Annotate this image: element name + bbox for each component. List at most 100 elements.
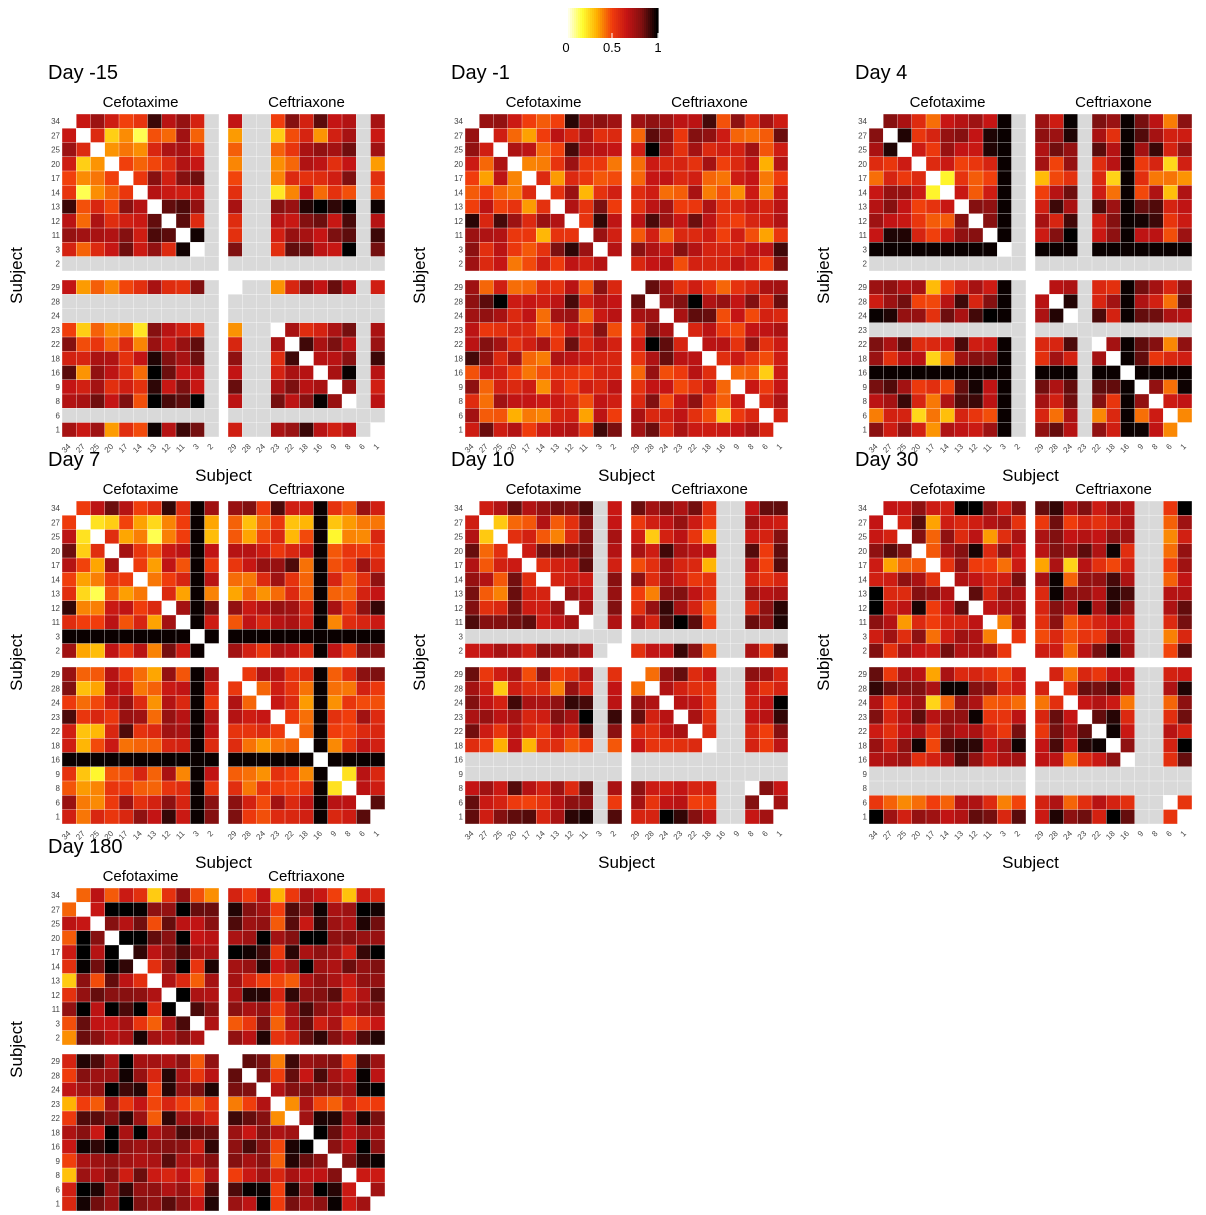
heatmap-cell (1163, 142, 1178, 158)
heatmap-cell (868, 643, 884, 659)
heatmap-cell (564, 156, 580, 172)
heatmap-cell (911, 723, 927, 739)
heatmap-cell (299, 887, 314, 903)
heatmap-cell (645, 308, 660, 324)
heatmap-cell (256, 1053, 272, 1069)
heatmap-cell (256, 142, 272, 158)
heatmap-cell (299, 199, 314, 215)
heatmap-cell (968, 294, 984, 309)
heatmap-cell (493, 780, 509, 796)
heatmap-cell (370, 1153, 386, 1169)
heatmap-cell (773, 322, 789, 338)
heatmap-cell (104, 1082, 120, 1098)
heatmap-cell (940, 614, 955, 630)
heatmap-cell (730, 227, 746, 243)
heatmap-cell (133, 809, 148, 825)
heatmap-cell (659, 393, 675, 409)
heatmap-cell (204, 973, 220, 989)
heatmap-cell (147, 959, 163, 974)
heatmap-cell (76, 128, 91, 143)
heatmap-cell (299, 1001, 314, 1017)
heatmap-cell (954, 156, 970, 172)
heatmap-cell (341, 322, 357, 338)
heatmap-cell (521, 227, 537, 243)
heatmap-cell (1177, 128, 1193, 143)
heatmap-cell (256, 227, 272, 243)
heatmap-cell (118, 666, 134, 682)
heatmap-cell (1011, 600, 1027, 616)
heatmap-cell (925, 365, 941, 381)
y-tick-label: 25 (51, 920, 60, 929)
heatmap-cell (104, 1153, 120, 1169)
heatmap-cell (773, 279, 789, 295)
heatmap-cell (982, 213, 998, 229)
heatmap-cell (564, 242, 580, 257)
heatmap-cell (242, 113, 257, 129)
heatmap-cell (118, 543, 134, 559)
facet-strip-label: Ceftriaxone (1075, 94, 1152, 111)
heatmap-cell (550, 199, 566, 215)
heatmap-cell (175, 1196, 191, 1212)
heatmap-cell (327, 572, 343, 587)
heatmap-cell (242, 695, 257, 711)
heatmap-cell (507, 543, 523, 559)
heatmap-cell (242, 408, 257, 423)
heatmap-cell (227, 408, 243, 423)
heatmap-cell (370, 1053, 386, 1069)
heatmap-cell (284, 643, 300, 659)
heatmap-cell (997, 365, 1012, 381)
heatmap-cell (759, 500, 774, 516)
heatmap-cell (256, 916, 272, 932)
heatmap-cell (1106, 113, 1121, 129)
heatmap-cell (204, 1016, 220, 1031)
heatmap-cell (716, 723, 732, 739)
heatmap-cell (897, 681, 913, 696)
heatmap-cell (1134, 170, 1150, 186)
x-tick-label: 23 (269, 442, 282, 455)
heatmap-cell (147, 695, 163, 711)
heatmap-cell (227, 170, 243, 186)
heatmap-cell (227, 916, 243, 932)
heatmap-cell (673, 600, 689, 616)
heatmap-cell (341, 709, 357, 725)
heatmap-cell (702, 557, 717, 573)
heatmap-cell (270, 643, 286, 659)
heatmap-cell (227, 1053, 243, 1069)
heatmap-cell (607, 336, 623, 352)
heatmap-cell (868, 294, 884, 309)
heatmap-cell (911, 170, 927, 186)
heatmap-cell (1063, 780, 1079, 796)
heatmap-cell (730, 422, 746, 438)
heatmap-cell (744, 780, 760, 796)
y-tick-label: 13 (454, 590, 463, 599)
heatmap-cell (578, 666, 594, 682)
heatmap-cell (104, 365, 120, 381)
heatmap-cell (1163, 351, 1178, 366)
heatmap-cell (1163, 557, 1178, 573)
heatmap-cell (925, 629, 941, 644)
heatmap-cell (925, 279, 941, 295)
heatmap-cell (133, 242, 148, 257)
heatmap-cell (536, 156, 551, 172)
heatmap-cell (550, 213, 566, 229)
heatmap-cell (1163, 666, 1178, 682)
heatmap-cell (190, 766, 205, 782)
heatmap-cell (1177, 515, 1193, 530)
heatmap-cell (256, 185, 272, 200)
heatmap-cell (1049, 557, 1064, 573)
heatmap-cell (1091, 393, 1107, 409)
heatmap-cell (341, 944, 357, 960)
heatmap-cell (118, 586, 134, 602)
heatmap-cell (284, 256, 300, 272)
heatmap-cell (1177, 142, 1193, 158)
x-axis-label: Subject (1002, 853, 1059, 872)
heatmap-cell (716, 515, 732, 530)
heatmap-cell (925, 780, 941, 796)
heatmap-cell (133, 902, 148, 917)
heatmap-cell (104, 529, 120, 545)
heatmap-cell (61, 1182, 77, 1197)
heatmap-cell (270, 1167, 286, 1183)
heatmap-cell (940, 322, 955, 338)
x-tick-label: 9 (1136, 829, 1146, 839)
heatmap-cell (242, 987, 257, 1003)
